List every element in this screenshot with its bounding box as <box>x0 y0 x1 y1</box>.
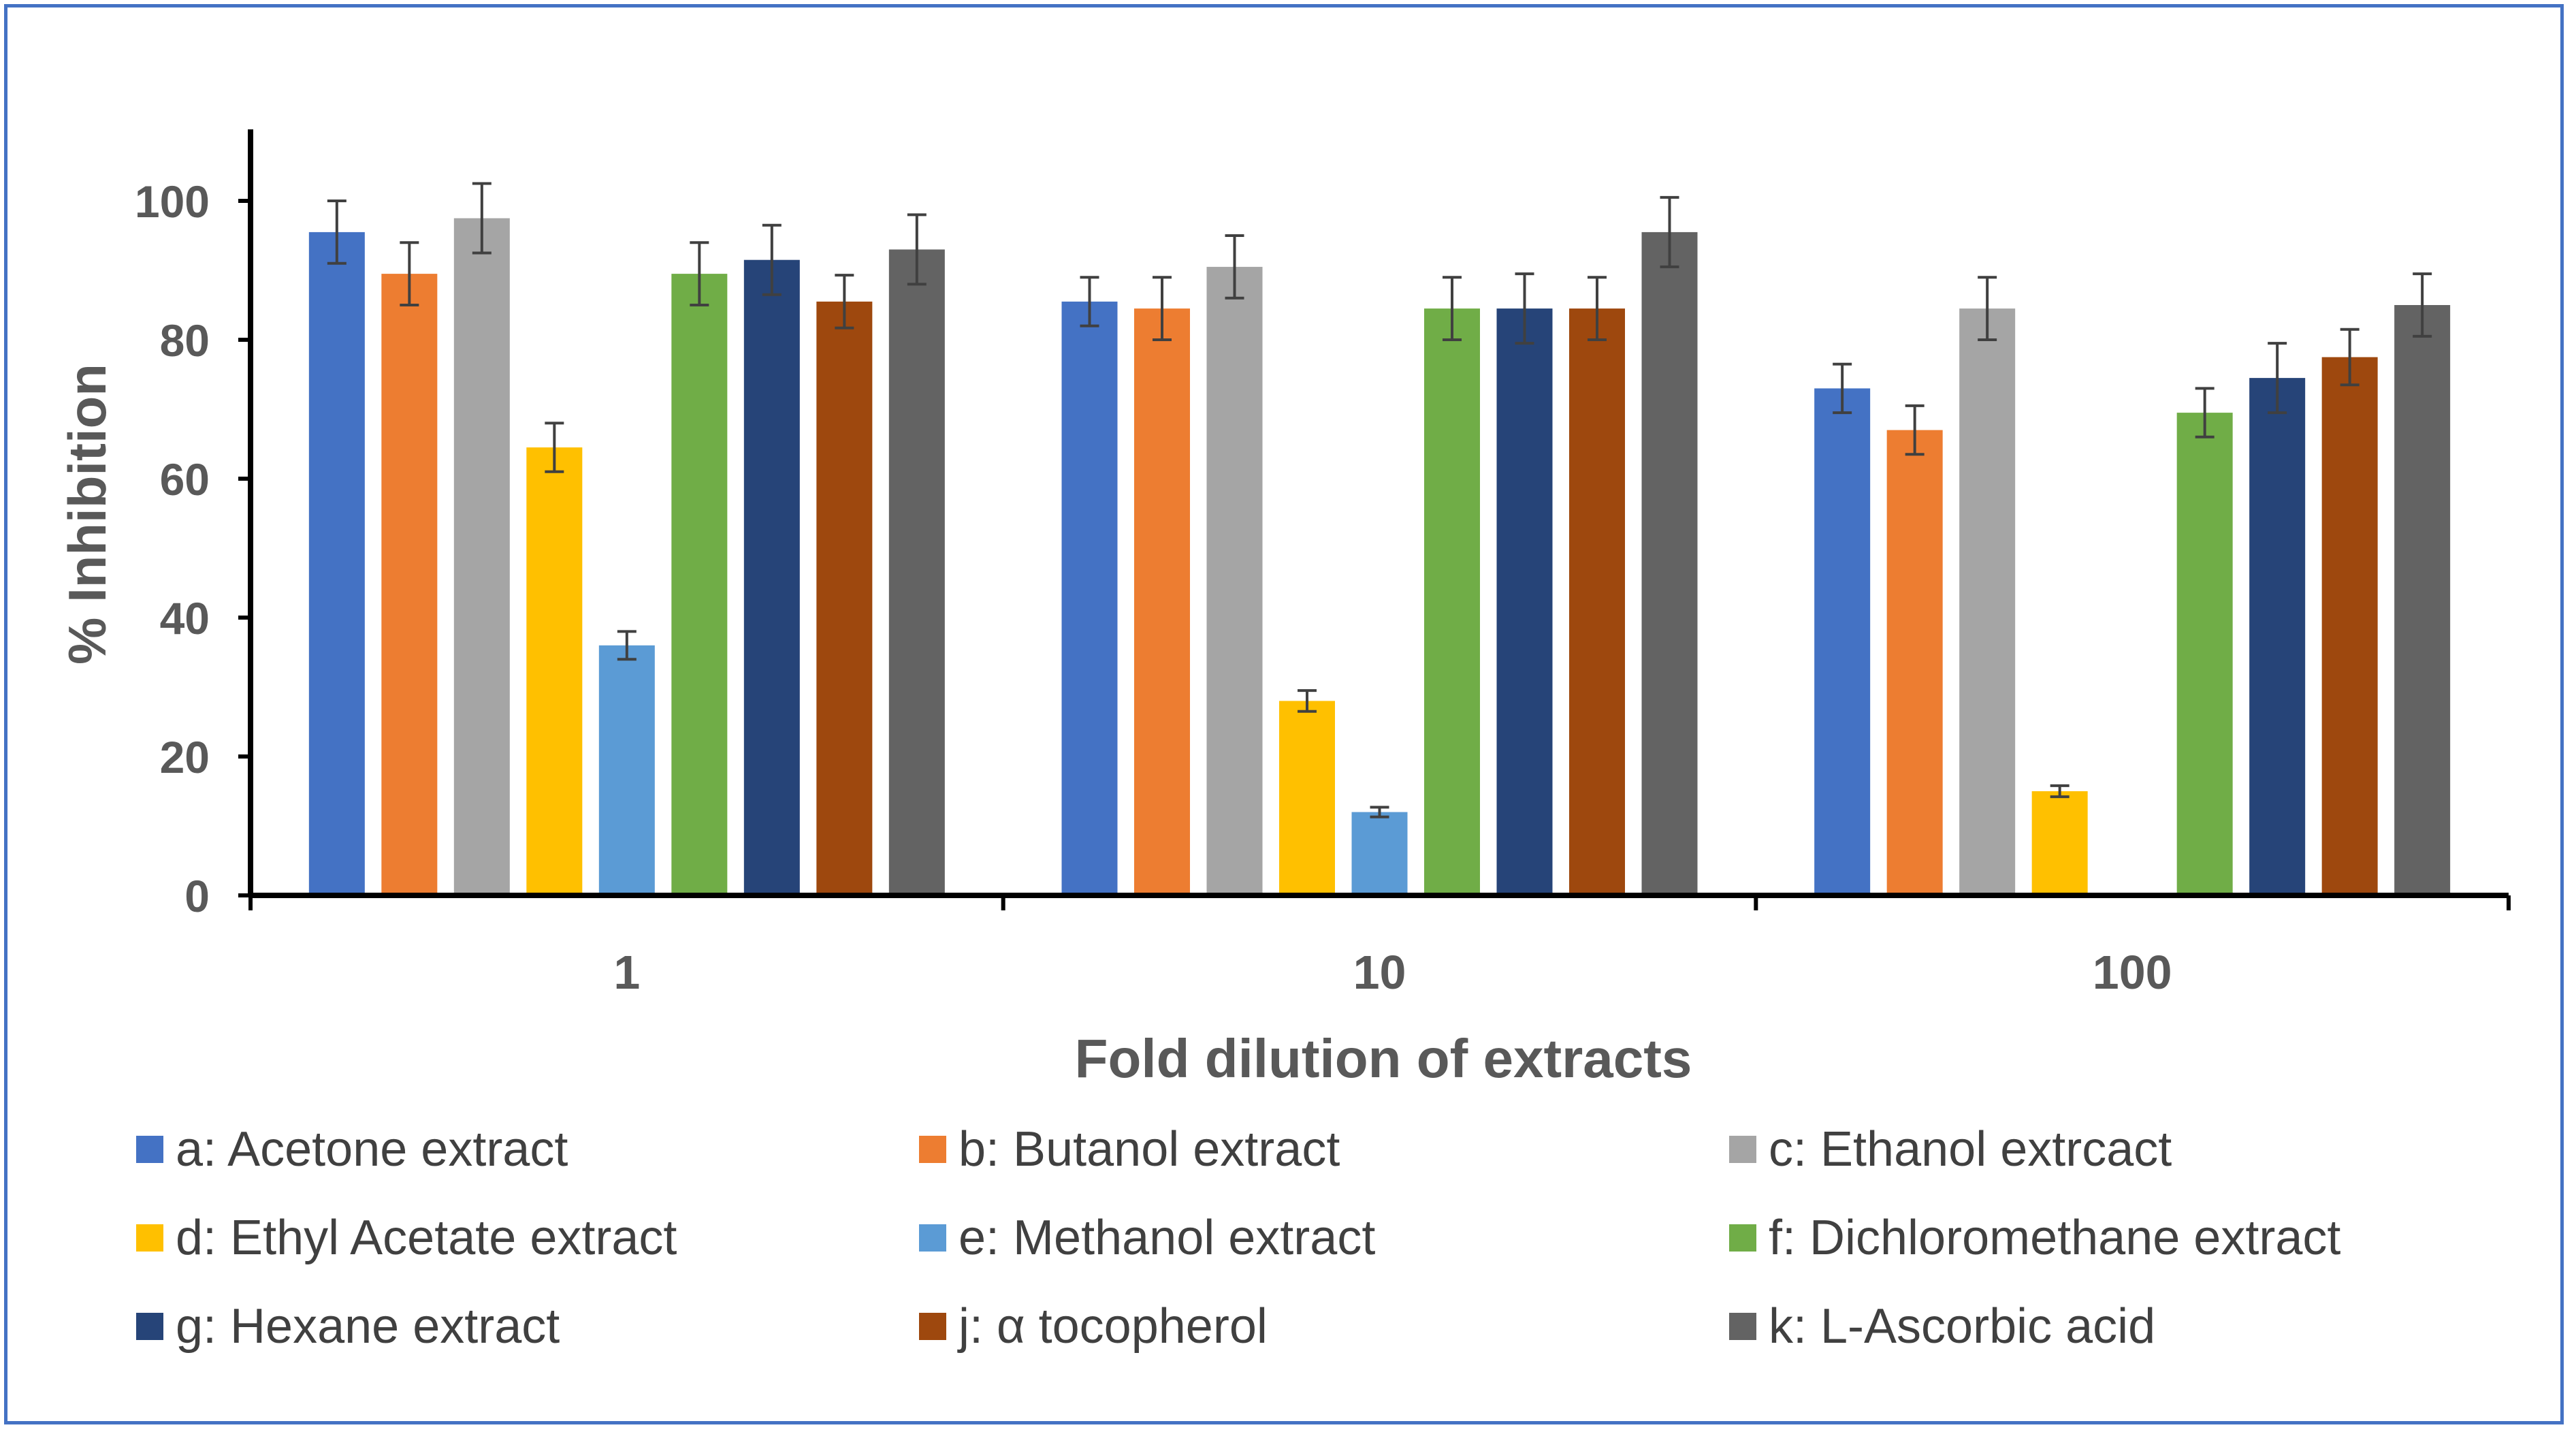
bar <box>816 301 873 895</box>
x-tick-label: 1 <box>613 946 640 999</box>
y-tick-label: 100 <box>135 176 210 227</box>
bars-layer <box>308 218 2451 896</box>
bar <box>2031 791 2088 895</box>
error-bars-layer <box>327 182 2432 818</box>
bar <box>1886 430 1943 895</box>
bar <box>2249 378 2306 895</box>
axes-layer <box>248 129 2509 898</box>
bar <box>671 274 728 896</box>
bar <box>1569 308 1625 896</box>
bar <box>1206 266 1263 895</box>
bar <box>1134 308 1190 896</box>
bar <box>1351 812 1408 895</box>
bar <box>1279 701 1335 895</box>
y-tick-label: 20 <box>160 732 210 782</box>
y-axis-ticks: 0 20 40 60 80 100 <box>135 176 251 921</box>
x-axis-ticks: 1 10 100 <box>248 895 2511 999</box>
bar <box>1496 308 1553 896</box>
bar <box>888 249 945 895</box>
y-tick-label: 80 <box>160 315 210 366</box>
bar <box>526 447 583 895</box>
bar <box>743 259 800 895</box>
bar <box>308 232 365 895</box>
y-tick-label: 60 <box>160 454 210 505</box>
bar <box>2176 413 2233 895</box>
y-tick-label: 40 <box>160 593 210 643</box>
x-tick-label: 100 <box>2093 946 2172 999</box>
bar <box>1641 232 1698 895</box>
bar <box>1061 301 1118 895</box>
bar <box>2321 357 2378 895</box>
bar <box>1424 308 1480 896</box>
bar <box>453 218 510 895</box>
x-tick-label: 10 <box>1353 946 1406 999</box>
bar <box>381 274 438 896</box>
bar <box>598 645 655 895</box>
bar <box>1814 388 1871 895</box>
bar <box>2394 305 2451 895</box>
x-axis-title: Fold dilution of extracts <box>1075 1028 1692 1089</box>
y-tick-label: 0 <box>184 871 210 921</box>
y-axis-title: % Inhibition <box>57 364 117 665</box>
bar <box>1959 308 2016 896</box>
